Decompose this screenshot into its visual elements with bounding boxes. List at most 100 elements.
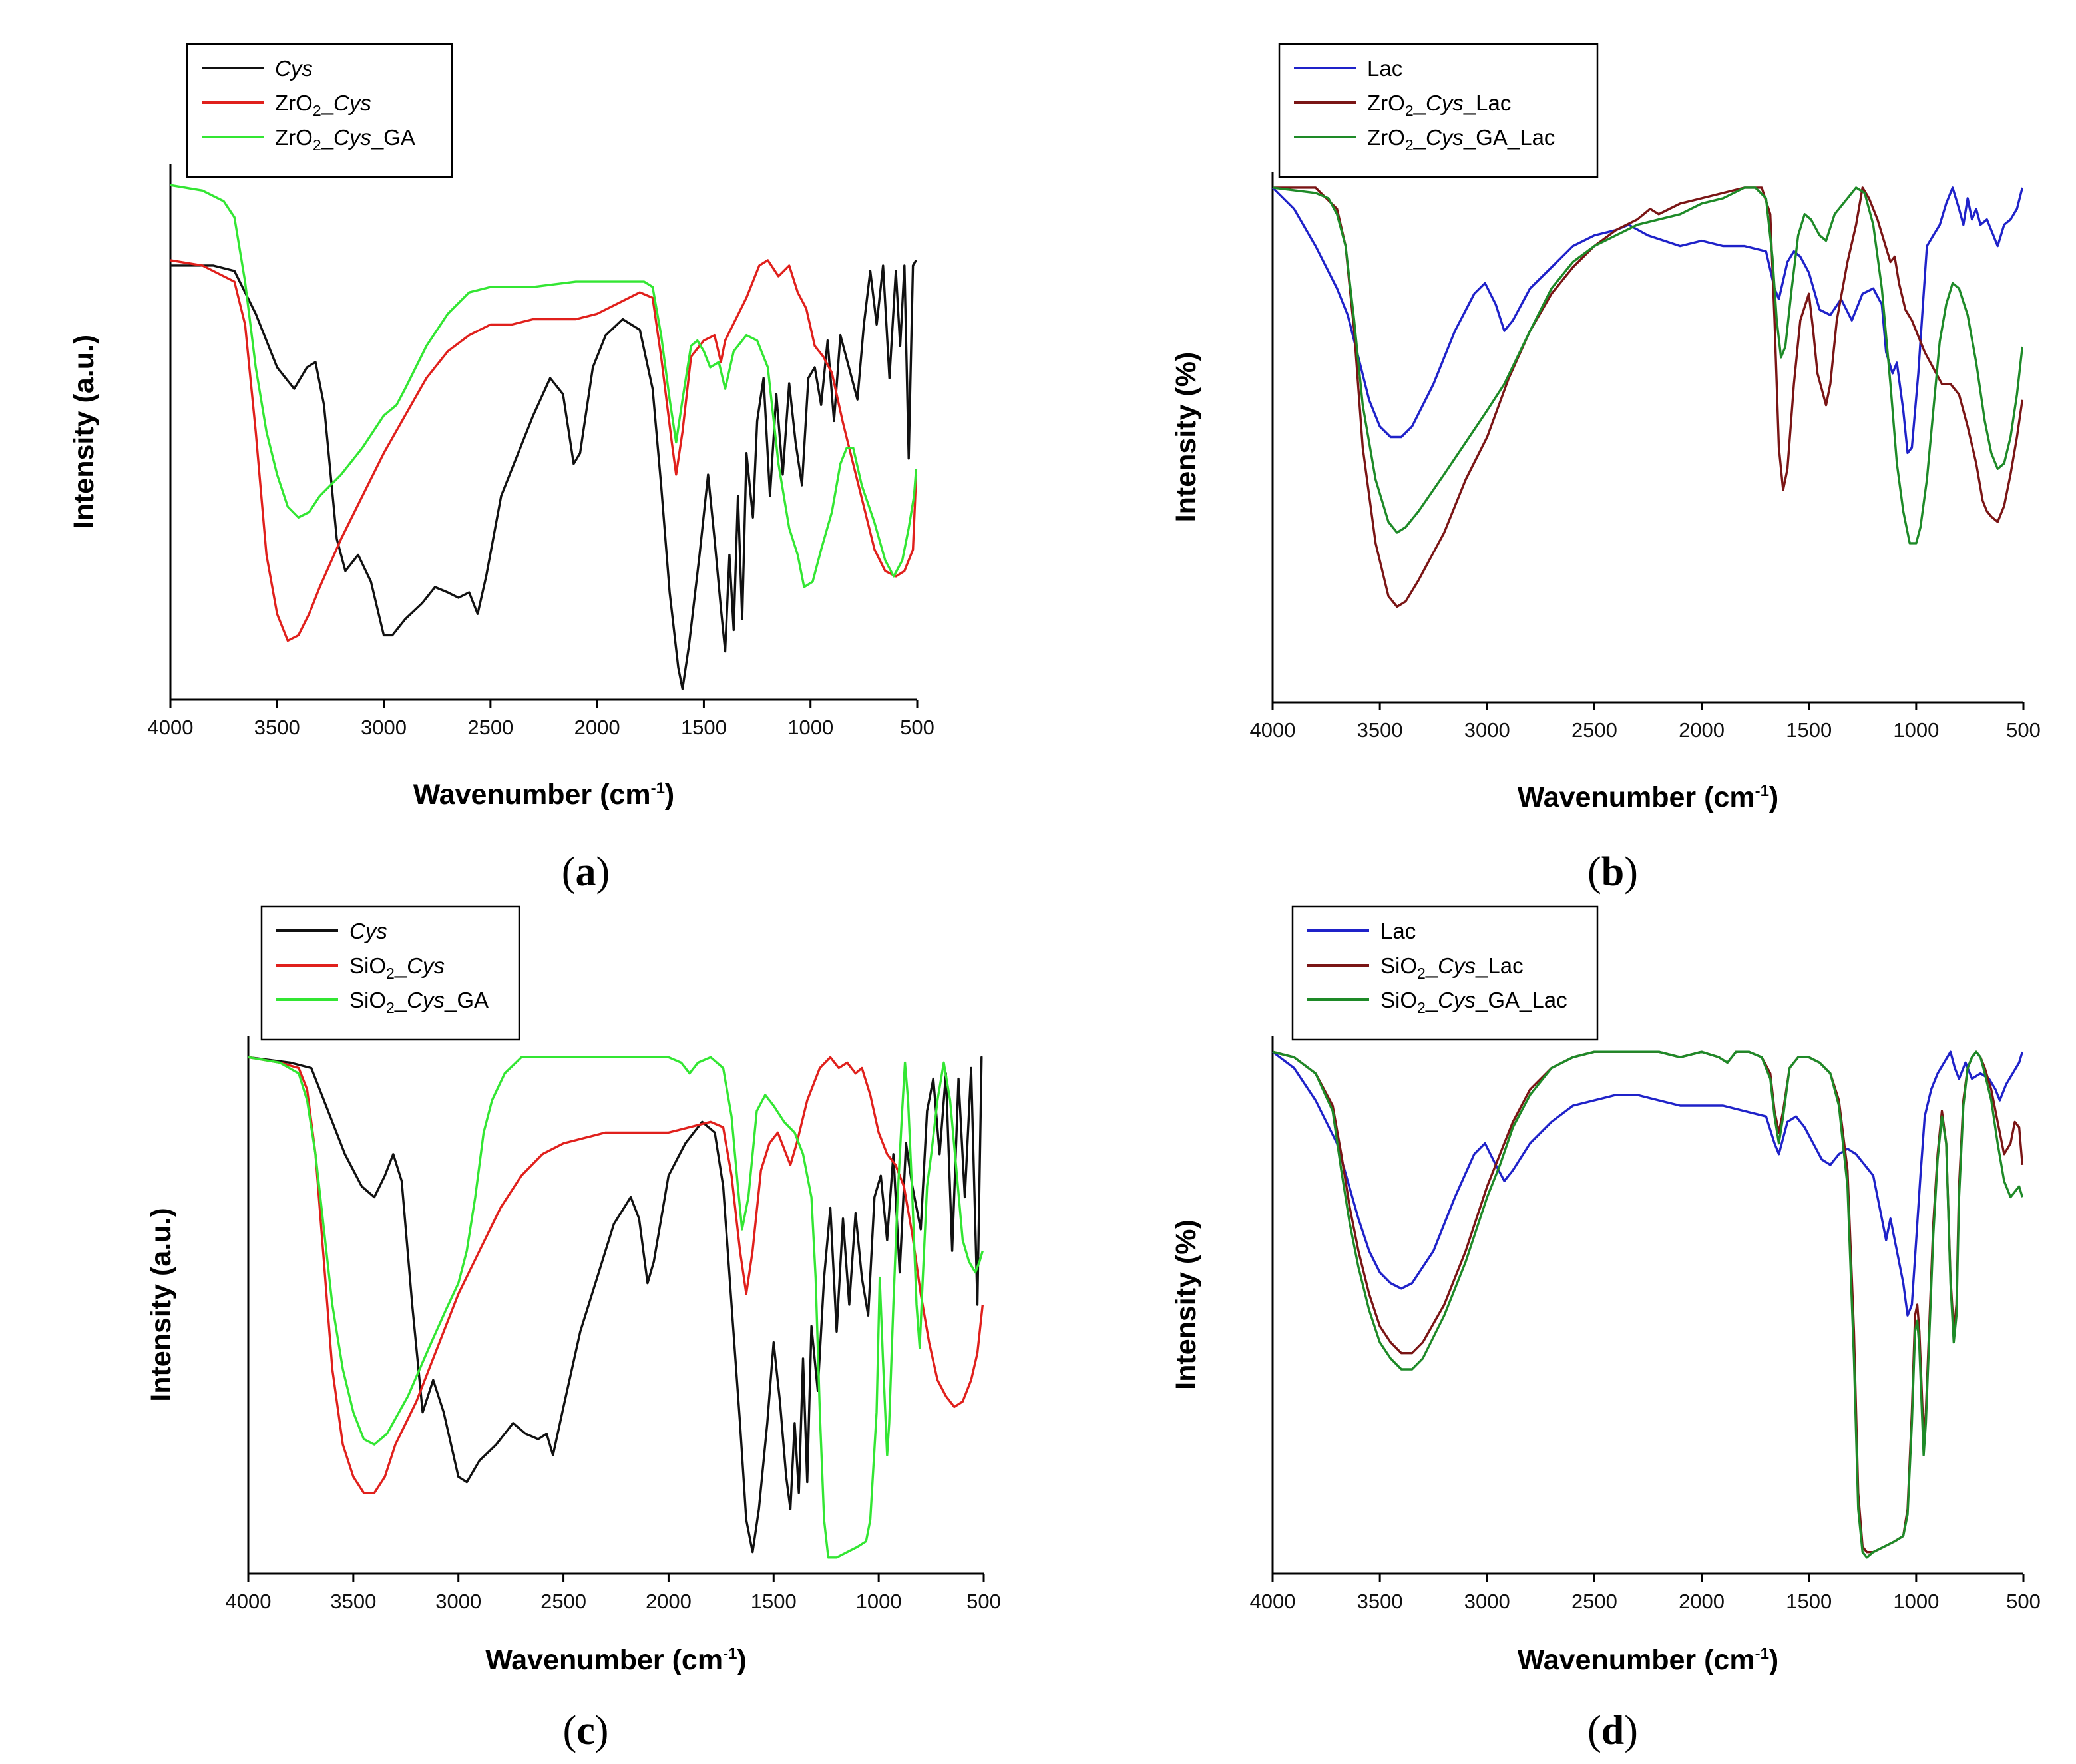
panel-label-open: ( xyxy=(563,1708,577,1753)
x-tick-label: 2000 xyxy=(574,716,620,739)
legend-label-part: Cys xyxy=(333,91,371,115)
legend-label-part: 2 xyxy=(1405,136,1414,154)
x-axis-title: Wavenumber (cm-1) xyxy=(1518,781,1779,813)
legend-label-part: Cys xyxy=(1426,125,1464,150)
x-axis-title: Wavenumber (cm-1) xyxy=(1518,1644,1779,1676)
series-line-zro2-cys xyxy=(170,259,918,642)
x-tick-label: 2500 xyxy=(1571,718,1617,742)
series-line-sio2-cys-ga-lac xyxy=(1272,1050,2024,1559)
panel-label-letter: a xyxy=(576,849,596,895)
legend-label-part: 2 xyxy=(386,965,395,982)
panel-b: 4000 3500 3000 2500 2000 1500 1000 500LacZrO2_C… xyxy=(1170,43,2041,895)
panel-label: (d) xyxy=(1587,1708,1638,1753)
legend-label-part: _ xyxy=(1413,91,1426,115)
legend-label-part: _GA_Lac xyxy=(1475,988,1567,1012)
x-tick-label: 3000 xyxy=(435,1590,481,1613)
x-tick-label: 4000 xyxy=(1250,1590,1296,1613)
x-axis-title-sup: -1 xyxy=(1755,1645,1769,1663)
legend-label-part: Cys xyxy=(1438,953,1476,978)
panel-label-letter: d xyxy=(1601,1708,1624,1753)
panel-label-open: ( xyxy=(1587,1708,1601,1753)
x-tick-label: 3000 xyxy=(1464,718,1510,742)
legend-box xyxy=(186,43,453,178)
x-tick-label: 2500 xyxy=(540,1590,586,1613)
panel-label: (c) xyxy=(563,1708,609,1753)
legend-label-part: _GA xyxy=(371,125,415,150)
x-tick-label: 1500 xyxy=(681,716,727,739)
panel-a: 4000 3500 3000 2500 2000 1500 1000 500CysZrO2_C… xyxy=(68,43,934,895)
legend-box xyxy=(260,905,520,1041)
x-axis-title: Wavenumber (cm-1) xyxy=(485,1644,747,1676)
legend-label-part: _ xyxy=(1425,953,1438,978)
x-tick-label: 1500 xyxy=(751,1590,797,1613)
series-line-zro2-cys-ga xyxy=(170,184,918,588)
y-axis-title: Intensity (%) xyxy=(1170,352,1202,523)
x-axis-title-close: ) xyxy=(737,1644,746,1676)
legend-label: ZrO2_Cys xyxy=(275,91,371,119)
panel-c: 4000 3500 3000 2500 2000 1500 1000 500CysSiO2_C… xyxy=(145,905,1001,1753)
legend-label: SiO2_Cys_GA xyxy=(349,988,489,1016)
legend-label: ZrO2_Cys_Lac xyxy=(1367,91,1511,119)
legend-label-part: _ xyxy=(394,953,407,978)
panel-label-close: ) xyxy=(596,849,610,895)
legend-label-part: _Lac xyxy=(1475,953,1524,978)
legend-label-part: SiO xyxy=(349,988,386,1012)
x-tick-label: 3500 xyxy=(330,1590,376,1613)
x-tick-label: 500 xyxy=(900,716,934,739)
x-tick-label: 3500 xyxy=(254,716,300,739)
legend-label: Lac xyxy=(1380,919,1416,943)
legend-label-part: Cys xyxy=(407,953,445,978)
x-tick-label: 1000 xyxy=(1893,1590,1939,1613)
y-axis-title: Intensity (a.u.) xyxy=(145,1208,177,1401)
legend-label-part: ZrO xyxy=(1367,125,1405,150)
series-line-zro2-cys-ga-lac xyxy=(1272,186,2024,545)
x-tick-label: 500 xyxy=(2006,1590,2041,1613)
x-axis-title-main: Wavenumber (cm xyxy=(413,779,651,811)
legend-label: SiO2_Cys_Lac xyxy=(1380,953,1524,982)
x-axis-title-close: ) xyxy=(1769,781,1778,813)
legend-label: ZrO2_Cys_GA xyxy=(275,125,415,154)
legend-label-part: Cys xyxy=(333,125,371,150)
x-tick-label: 1000 xyxy=(787,716,833,739)
x-tick-label: 2500 xyxy=(1571,1590,1617,1613)
panel-label-open: ( xyxy=(562,849,576,895)
legend-label-part: SiO xyxy=(1380,988,1417,1012)
x-tick-label: 3500 xyxy=(1357,718,1403,742)
x-tick-label: 4000 xyxy=(226,1590,272,1613)
legend-label-part: 2 xyxy=(1417,999,1426,1016)
panel-d: 4000 3500 3000 2500 2000 1500 1000 500LacSiO2_C… xyxy=(1170,905,2041,1753)
legend-label-part: Lac xyxy=(1367,56,1402,81)
series-line-cys xyxy=(248,1056,983,1554)
legend-label-part: Cys xyxy=(1438,988,1476,1012)
legend-label-part: ZrO xyxy=(275,125,313,150)
x-tick-label: 1000 xyxy=(1893,718,1939,742)
x-axis-title-main: Wavenumber (cm xyxy=(1518,1644,1755,1676)
legend-label: Cys xyxy=(275,56,313,81)
legend-box xyxy=(1278,43,1599,178)
legend-label-part: 2 xyxy=(386,999,395,1016)
x-axis-title-close: ) xyxy=(1769,1644,1778,1676)
x-tick-label: 2000 xyxy=(1679,1590,1725,1613)
legend-label: SiO2_Cys_GA_Lac xyxy=(1380,988,1567,1016)
legend-label-part: 2 xyxy=(313,102,321,119)
legend-label-part: _ xyxy=(321,91,334,115)
legend-label-part: _GA xyxy=(444,988,489,1012)
legend-label-part: _ xyxy=(321,125,334,150)
x-axis-title: Wavenumber (cm-1) xyxy=(413,779,675,811)
series-line-lac xyxy=(1271,1050,2024,1317)
legend-label-part: _Lac xyxy=(1463,91,1512,115)
legend-label-part: 2 xyxy=(1405,102,1414,119)
x-axis-title-close: ) xyxy=(665,779,674,811)
x-tick-label: 2500 xyxy=(467,716,513,739)
legend-label-part: Cys xyxy=(275,56,313,81)
legend-label-part: Cys xyxy=(349,919,387,943)
legend-label-part: _ xyxy=(1413,125,1426,150)
series-line-sio2-cys xyxy=(248,1056,984,1494)
x-tick-label: 3000 xyxy=(1464,1590,1510,1613)
legend-label-part: Cys xyxy=(407,988,445,1012)
legend-label: SiO2_Cys xyxy=(349,953,445,982)
legend-label-part: ZrO xyxy=(1367,91,1405,115)
